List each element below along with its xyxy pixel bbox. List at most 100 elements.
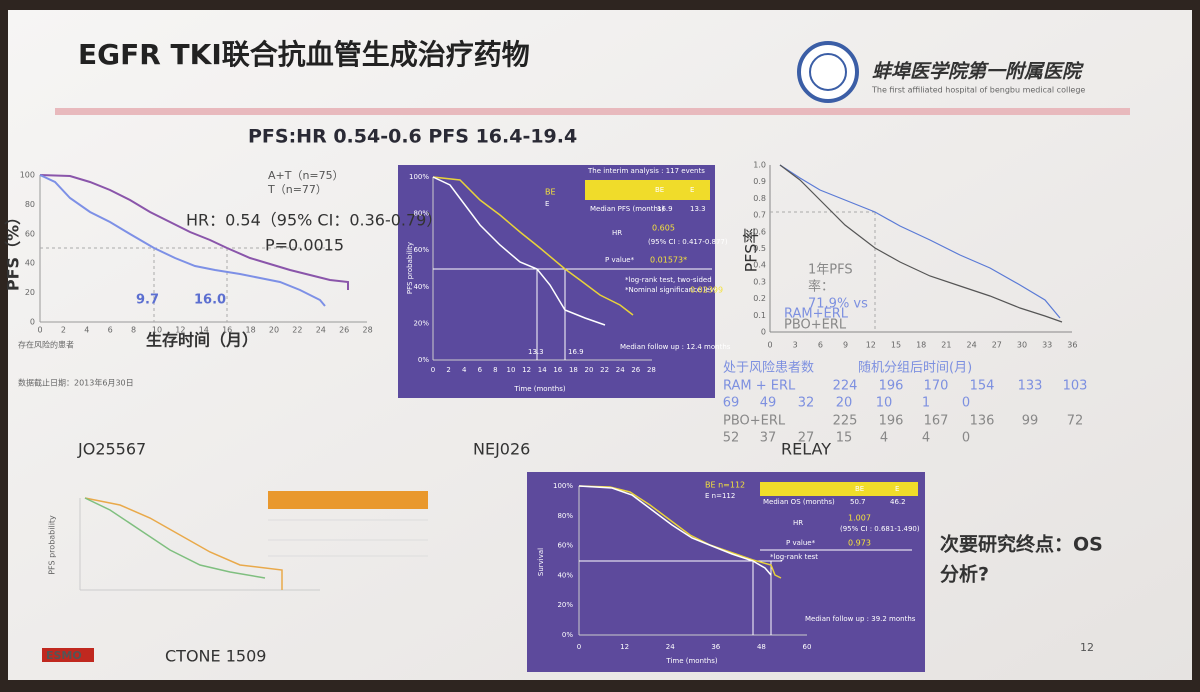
os-chart	[578, 485, 912, 636]
panel-header: The interim analysis : 117 events	[587, 167, 705, 175]
y-tick-label: 0%	[418, 356, 429, 364]
risk-count: 37	[760, 431, 777, 446]
x-tick-label: 10	[152, 326, 162, 335]
risk-count: 154	[970, 379, 995, 394]
x-tick-label: 30	[1017, 341, 1027, 350]
y-tick-label: 0.7	[753, 211, 766, 220]
ctone-chart	[79, 491, 428, 591]
jo-chart	[39, 174, 367, 323]
x-tick-label: 12	[620, 643, 629, 651]
follow-up: Median follow up : 12.4 months	[620, 343, 731, 351]
p-value: P=0.0015	[265, 236, 344, 255]
risk-count: 136	[970, 414, 995, 429]
x-tick-label: 28	[363, 326, 373, 335]
median-line-label: 16.9	[568, 348, 584, 356]
secondary-endpoint: 分析?	[940, 563, 989, 586]
study-label: NEJ026	[473, 440, 530, 459]
p-value: 0.973	[848, 539, 871, 548]
x-tick-label: 14	[538, 366, 547, 374]
x-tick-label: 3	[793, 341, 798, 350]
risk-count: 196	[879, 414, 904, 429]
median: 16.0	[194, 293, 226, 308]
note: *log-rank test, two-sided	[625, 276, 712, 284]
y-tick-label: 0.9	[753, 177, 766, 186]
logo	[797, 41, 859, 103]
x-tick-label: 8	[493, 366, 497, 374]
y-tick-label: 20%	[413, 319, 429, 327]
col-head: E	[690, 186, 694, 194]
x-tick-label: 6	[108, 326, 113, 335]
risk-count: 4	[922, 431, 930, 446]
logo-text: ESMO	[46, 649, 82, 662]
legend: E n=112	[705, 492, 735, 500]
y-label: PFS（%）	[4, 209, 23, 291]
nej-chart	[432, 176, 712, 361]
study-label: RELAY	[781, 440, 831, 459]
slide-title: EGFR TKI联合抗血管生成治疗药物	[78, 38, 530, 71]
risk-count: 32	[798, 396, 815, 411]
x-label: Time (months)	[513, 385, 565, 393]
study-label: CTONE 1509	[165, 647, 266, 666]
risk-count: 0	[962, 396, 970, 411]
y-tick-label: 0.2	[753, 294, 766, 303]
title-rule	[55, 108, 1130, 115]
time-title: 随机分组后时间(月)	[858, 361, 972, 376]
secondary-endpoint: 次要研究终点：OS	[940, 533, 1103, 556]
x-tick-label: 6	[818, 341, 823, 350]
subtitle: PFS:HR 0.54-0.6 PFS 16.4-19.4	[248, 126, 577, 148]
y-tick-label: 60	[25, 229, 35, 238]
col-head: E	[895, 485, 899, 493]
y-tick-label: 0.4	[753, 261, 766, 270]
y-tick-label: 20	[25, 288, 35, 297]
risk-count: 10	[876, 396, 893, 411]
risk-count: 20	[836, 396, 853, 411]
x-tick-label: 2	[61, 326, 66, 335]
x-tick-label: 0	[767, 341, 772, 350]
ci: (95% CI : 0.681-1.490)	[840, 525, 920, 533]
y-tick-label: 0.3	[753, 277, 766, 286]
row-label: P value*	[786, 539, 816, 547]
risk-count: 0	[962, 431, 970, 446]
x-tick-label: 10	[507, 366, 516, 374]
risk-count: 224	[833, 379, 858, 394]
os-header-band	[760, 482, 918, 496]
y-tick-label: 40	[25, 259, 35, 268]
legend: BE	[545, 188, 556, 197]
x-tick-label: 24	[616, 366, 625, 374]
x-tick-label: 0	[431, 366, 435, 374]
x-tick-label: 4	[462, 366, 467, 374]
row-label: Median PFS (months)	[590, 205, 665, 213]
median: 46.2	[890, 498, 906, 506]
risk-label: 存在风险的患者	[18, 340, 74, 350]
y-tick-label: 0.6	[753, 227, 766, 236]
annotation: 率：	[808, 279, 834, 295]
x-tick-label: 22	[600, 366, 609, 374]
nej-header-band	[585, 180, 710, 200]
y-tick-label: 100%	[553, 482, 573, 490]
y-tick-label: 0	[30, 318, 35, 327]
note: *Nominal significance level	[625, 286, 720, 294]
col-head: BE	[655, 186, 664, 194]
x-tick-label: 36	[711, 643, 720, 651]
esmo-logo	[42, 648, 94, 662]
note-value: 0.02399	[690, 286, 723, 295]
median-line-label: 13.3	[528, 348, 544, 356]
x-tick-label: 26	[631, 366, 640, 374]
y-tick-label: 40%	[557, 571, 573, 579]
y-label: Survival	[537, 548, 545, 576]
median: 50.7	[850, 498, 866, 506]
follow-up: Median follow up : 39.2 months	[805, 615, 916, 623]
median: 9.7	[136, 293, 159, 308]
legend: RAM+ERL	[784, 307, 849, 322]
y-tick-label: 40%	[413, 283, 429, 291]
risk-count: 167	[924, 414, 949, 429]
col-head: BE	[855, 485, 864, 493]
x-tick-label: 12	[866, 341, 876, 350]
y-tick-label: 0.1	[753, 311, 766, 320]
legend: BE n=112	[705, 481, 745, 490]
x-tick-label: 14	[199, 326, 209, 335]
hr: 0.605	[652, 224, 675, 233]
x-tick-label: 27	[992, 341, 1002, 350]
x-tick-label: 22	[292, 326, 302, 335]
